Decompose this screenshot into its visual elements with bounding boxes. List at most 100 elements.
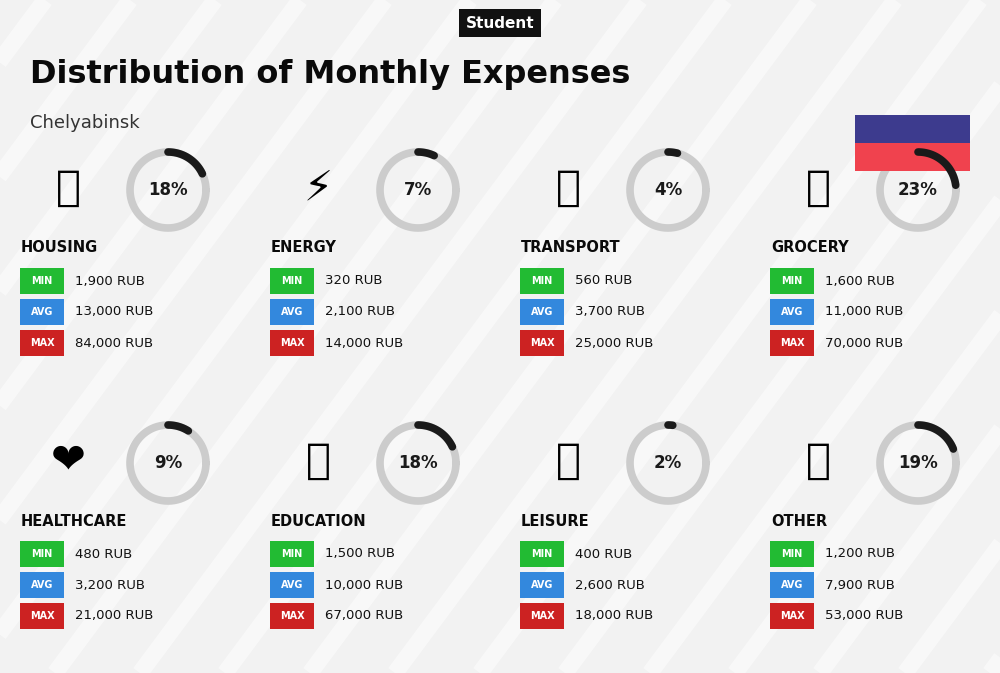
FancyBboxPatch shape [270,268,314,294]
Text: 560 RUB: 560 RUB [575,275,632,287]
Text: MIN: MIN [281,276,303,286]
Text: 10,000 RUB: 10,000 RUB [325,579,403,592]
Text: EDUCATION: EDUCATION [271,513,367,528]
Text: MIN: MIN [31,549,53,559]
FancyBboxPatch shape [270,603,314,629]
Text: 480 RUB: 480 RUB [75,548,132,561]
FancyBboxPatch shape [20,299,64,325]
Text: MAX: MAX [780,338,804,348]
Text: 11,000 RUB: 11,000 RUB [825,306,903,318]
Text: MAX: MAX [30,611,54,621]
FancyBboxPatch shape [520,268,564,294]
Text: TRANSPORT: TRANSPORT [521,240,621,256]
Text: MAX: MAX [280,338,304,348]
Text: 9%: 9% [154,454,182,472]
FancyBboxPatch shape [520,299,564,325]
Text: 70,000 RUB: 70,000 RUB [825,336,903,349]
Text: ⚡: ⚡ [303,167,333,209]
Text: 14,000 RUB: 14,000 RUB [325,336,403,349]
Text: HEALTHCARE: HEALTHCARE [21,513,127,528]
Text: 1,200 RUB: 1,200 RUB [825,548,895,561]
FancyBboxPatch shape [770,603,814,629]
FancyBboxPatch shape [855,115,970,143]
FancyBboxPatch shape [20,268,64,294]
FancyBboxPatch shape [770,541,814,567]
Text: 3,700 RUB: 3,700 RUB [575,306,645,318]
Text: 🏙: 🏙 [56,167,80,209]
FancyBboxPatch shape [520,330,564,356]
Text: AVG: AVG [281,307,303,317]
FancyBboxPatch shape [520,572,564,598]
Text: HOUSING: HOUSING [21,240,98,256]
FancyBboxPatch shape [20,541,64,567]
Text: MIN: MIN [281,549,303,559]
Text: 4%: 4% [654,181,682,199]
Text: GROCERY: GROCERY [771,240,849,256]
Text: 🛍️: 🛍️ [556,440,580,482]
FancyBboxPatch shape [855,143,970,171]
FancyBboxPatch shape [270,572,314,598]
Text: 💰: 💰 [806,440,830,482]
Text: AVG: AVG [281,580,303,590]
Text: 1,600 RUB: 1,600 RUB [825,275,895,287]
FancyBboxPatch shape [270,541,314,567]
Text: 🛒: 🛒 [806,167,830,209]
Text: MIN: MIN [31,276,53,286]
FancyBboxPatch shape [770,330,814,356]
Text: 23%: 23% [898,181,938,199]
Text: MAX: MAX [530,611,554,621]
Text: AVG: AVG [531,580,553,590]
Text: MIN: MIN [531,276,553,286]
Text: 19%: 19% [898,454,938,472]
Text: 53,000 RUB: 53,000 RUB [825,610,903,623]
FancyBboxPatch shape [520,541,564,567]
Text: 18%: 18% [398,454,438,472]
Text: AVG: AVG [31,307,53,317]
Text: AVG: AVG [781,580,803,590]
Text: AVG: AVG [531,307,553,317]
Text: OTHER: OTHER [771,513,827,528]
Text: 67,000 RUB: 67,000 RUB [325,610,403,623]
Text: 320 RUB: 320 RUB [325,275,382,287]
Text: 7%: 7% [404,181,432,199]
FancyBboxPatch shape [20,603,64,629]
Text: MIN: MIN [781,276,803,286]
Text: 84,000 RUB: 84,000 RUB [75,336,153,349]
Text: MIN: MIN [531,549,553,559]
Text: 18,000 RUB: 18,000 RUB [575,610,653,623]
FancyBboxPatch shape [270,330,314,356]
FancyBboxPatch shape [20,330,64,356]
Text: 2%: 2% [654,454,682,472]
Text: Student: Student [466,15,534,30]
Text: MAX: MAX [530,338,554,348]
Text: 1,500 RUB: 1,500 RUB [325,548,395,561]
FancyBboxPatch shape [20,572,64,598]
Text: 2,600 RUB: 2,600 RUB [575,579,645,592]
Text: LEISURE: LEISURE [521,513,590,528]
Text: MIN: MIN [781,549,803,559]
Text: MAX: MAX [280,611,304,621]
Text: 2,100 RUB: 2,100 RUB [325,306,395,318]
Text: 🚌: 🚌 [556,167,580,209]
FancyBboxPatch shape [520,603,564,629]
Text: MAX: MAX [30,338,54,348]
Text: 3,200 RUB: 3,200 RUB [75,579,145,592]
FancyBboxPatch shape [770,299,814,325]
Text: ❤️: ❤️ [51,440,85,482]
Text: Chelyabinsk: Chelyabinsk [30,114,140,132]
Text: ENERGY: ENERGY [271,240,337,256]
Text: 18%: 18% [148,181,188,199]
Text: 400 RUB: 400 RUB [575,548,632,561]
Text: AVG: AVG [31,580,53,590]
Text: 13,000 RUB: 13,000 RUB [75,306,153,318]
Text: 1,900 RUB: 1,900 RUB [75,275,145,287]
Text: 21,000 RUB: 21,000 RUB [75,610,153,623]
FancyBboxPatch shape [770,572,814,598]
Text: MAX: MAX [780,611,804,621]
Text: Distribution of Monthly Expenses: Distribution of Monthly Expenses [30,59,630,90]
FancyBboxPatch shape [270,299,314,325]
Text: 7,900 RUB: 7,900 RUB [825,579,895,592]
Text: AVG: AVG [781,307,803,317]
Text: 🎓: 🎓 [306,440,330,482]
Text: 25,000 RUB: 25,000 RUB [575,336,653,349]
